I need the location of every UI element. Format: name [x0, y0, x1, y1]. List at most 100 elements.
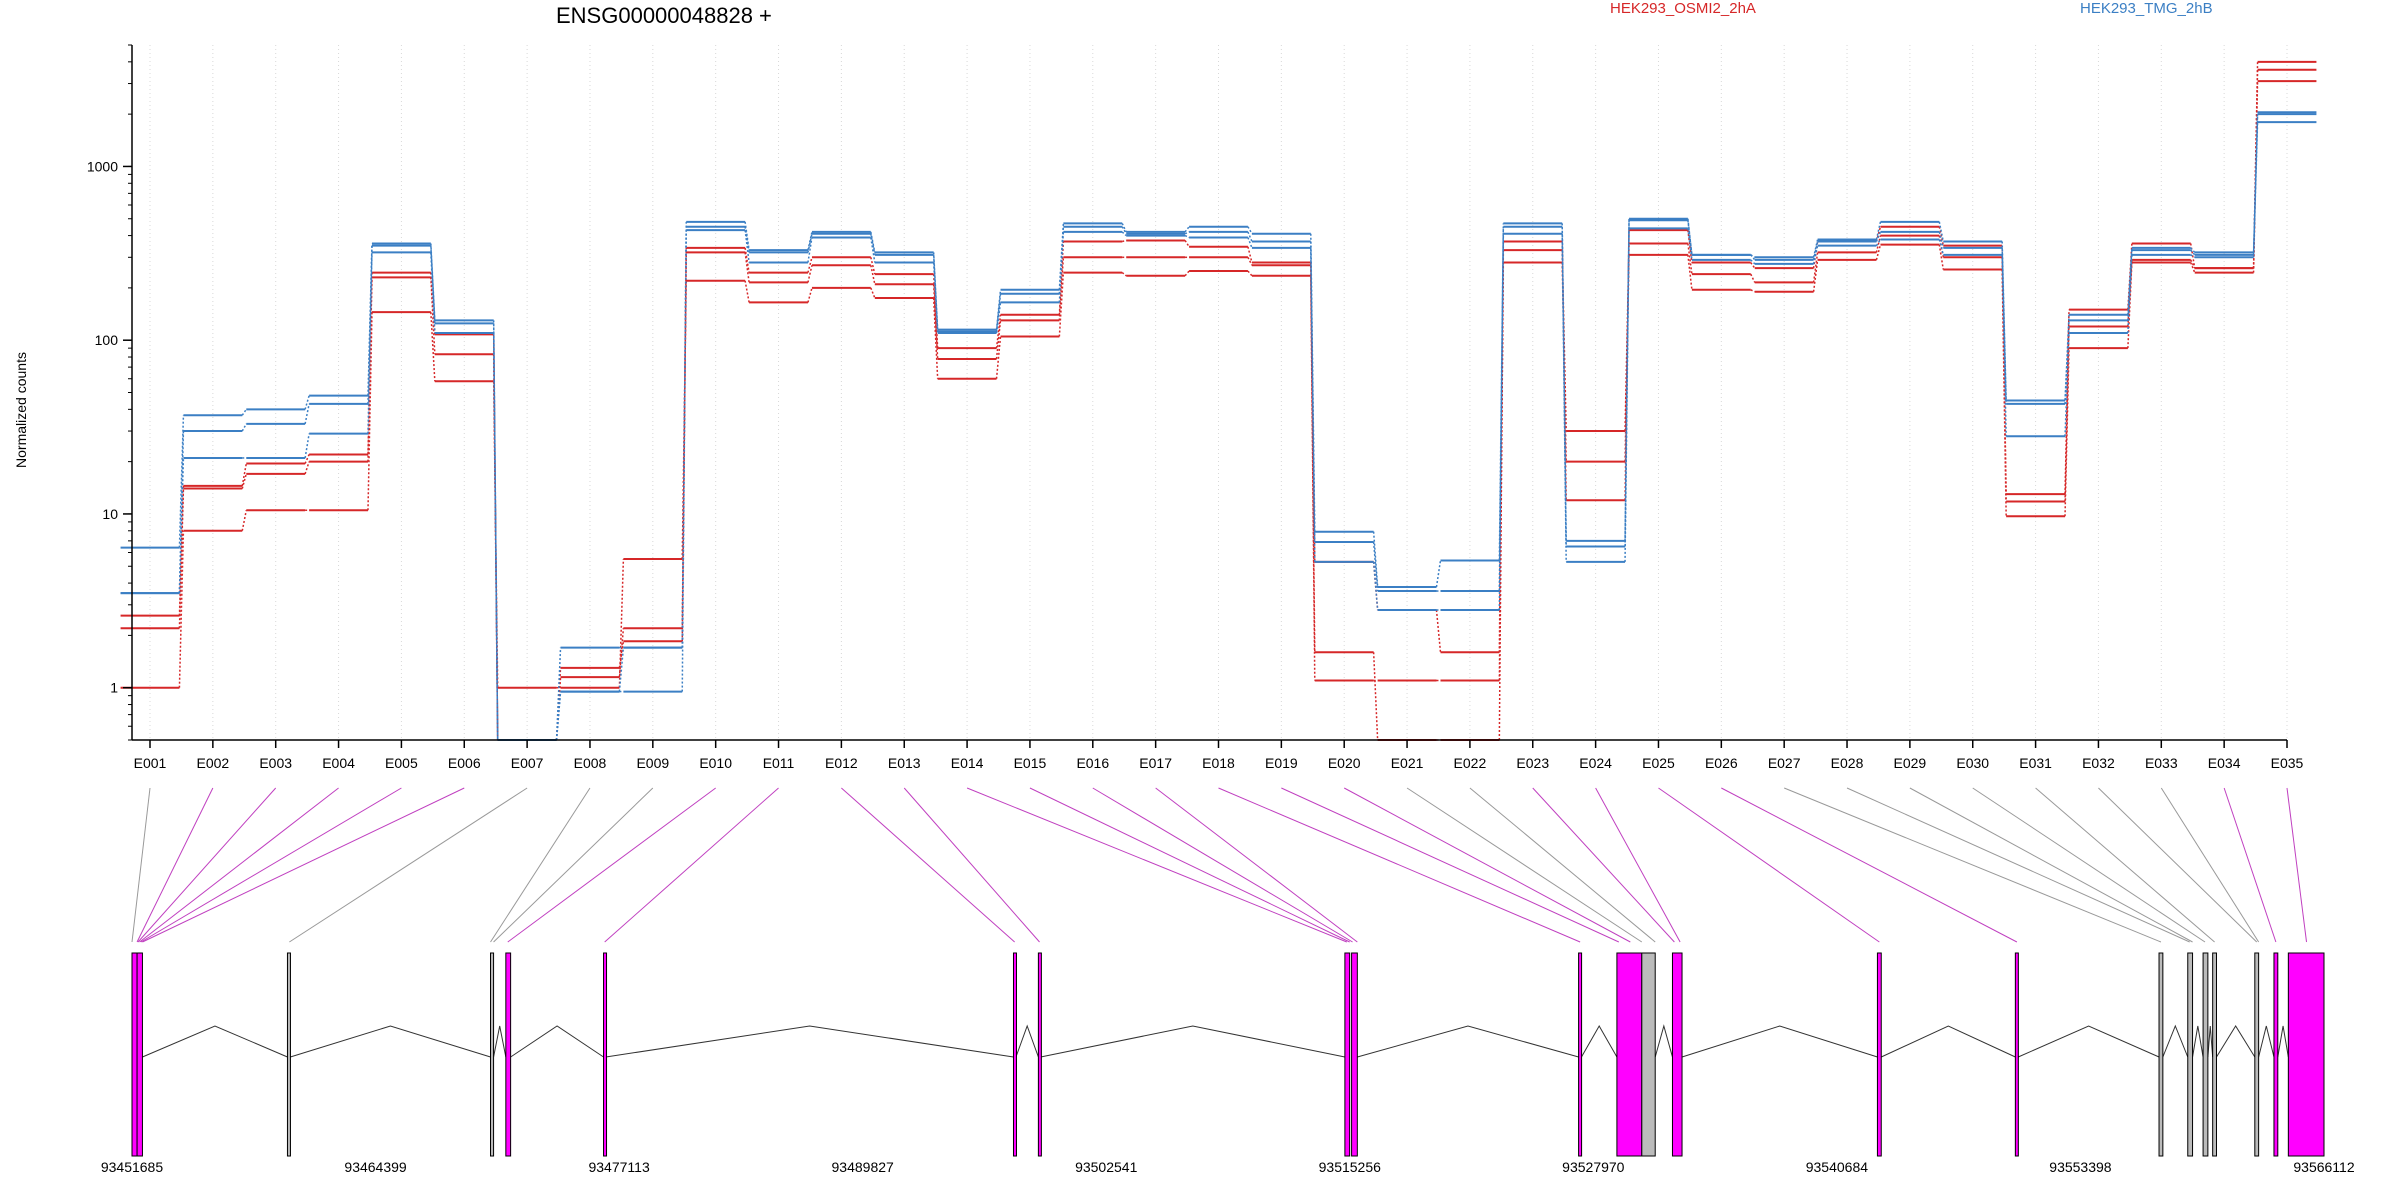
series-3-connector: [681, 247, 687, 642]
series-3-connector: [995, 314, 1002, 349]
series-6-connector: [1624, 218, 1630, 541]
exon-13: [1641, 952, 1656, 1157]
exon-4: [490, 952, 495, 1157]
exon-5: [505, 952, 512, 1157]
link-e020: [1343, 787, 1631, 943]
series-3-connector: [1184, 240, 1190, 248]
intron-6: [1015, 1024, 1039, 1058]
series-5-connector: [1687, 220, 1693, 255]
series-1-connector: [1058, 272, 1065, 337]
series-1-connector: [870, 287, 876, 299]
series-4-connector: [1938, 239, 1945, 256]
x-tick-label-e033: E033: [2145, 755, 2178, 771]
exon-8: [1037, 952, 1042, 1157]
intron-17: [2216, 1025, 2256, 1058]
link-e030: [1972, 787, 2206, 943]
series-4-connector: [870, 237, 876, 263]
series-6-connector: [2001, 241, 2007, 401]
coordinate-label-4: 93502541: [1075, 1159, 1138, 1175]
series-3-connector: [1750, 262, 1756, 269]
x-tick-label-e029: E029: [1894, 755, 1927, 771]
series-5-connector: [618, 647, 625, 692]
series-5-connector: [430, 245, 436, 324]
series-6-connector: [870, 231, 876, 253]
x-tick-label-e013: E013: [888, 755, 921, 771]
series-6-connector: [744, 221, 750, 251]
exon-6: [603, 952, 608, 1157]
intron-8: [1357, 1025, 1579, 1058]
series-5: [120, 113, 2317, 741]
series-1-connector: [2190, 262, 2196, 273]
link-e022: [1469, 787, 1656, 943]
x-tick-label-e005: E005: [385, 755, 418, 771]
series-3-connector: [1122, 239, 1127, 243]
link-e012: [841, 787, 1015, 943]
series-4-connector: [1121, 231, 1127, 237]
series-6-connector: [807, 231, 813, 251]
exon-15: [1876, 952, 1882, 1157]
series-5-connector: [1812, 241, 1819, 261]
series-2-connector: [2190, 259, 2196, 269]
series-4-connector: [1372, 561, 1379, 611]
link-e029: [1909, 787, 2193, 943]
link-e015: [1029, 787, 1350, 943]
series-2-connector: [1687, 243, 1693, 275]
coordinate-label-0: 93451685: [101, 1159, 164, 1175]
x-tick-label-e015: E015: [1014, 755, 1047, 771]
series-2-connector: [618, 628, 625, 678]
intron-13: [2018, 1025, 2160, 1058]
series-4-connector: [2190, 254, 2196, 258]
x-tick-label-e020: E020: [1328, 755, 1361, 771]
series-3-connector: [744, 247, 750, 273]
series-1-connector: [1121, 271, 1127, 277]
series-1-connector: [1247, 270, 1253, 277]
link-e011: [604, 787, 779, 943]
series-6: [120, 111, 2317, 741]
link-e002: [136, 787, 214, 943]
series-1-connector: [367, 312, 373, 511]
series-2-connector: [1875, 235, 1882, 253]
gene-model: [131, 952, 2325, 1157]
series-5-connector: [1875, 231, 1882, 242]
series-6-connector: [1184, 226, 1190, 233]
coordinate-label-2: 93477113: [588, 1159, 649, 1175]
exon-10: [1351, 952, 1358, 1157]
intron-18: [2258, 1025, 2275, 1058]
x-tick-label-e027: E027: [1768, 755, 1801, 771]
series-2-connector: [807, 265, 813, 283]
exon-7: [1012, 952, 1017, 1157]
series-3-connector: [807, 257, 813, 273]
x-tick-label-e002: E002: [197, 755, 230, 771]
series-5-connector: [1938, 231, 1945, 249]
series-2-connector: [241, 473, 248, 489]
series-5-connector: [1498, 226, 1505, 592]
series-3-connector: [2127, 243, 2133, 310]
exon-19: [2202, 952, 2209, 1157]
series-4-connector: [1812, 245, 1819, 265]
x-tick-label-e007: E007: [511, 755, 544, 771]
coordinate-label-1: 93464399: [344, 1159, 407, 1175]
series-3-connector: [1247, 246, 1253, 263]
link-e006: [142, 787, 465, 943]
series-3-connector: [1875, 226, 1882, 242]
intron-10: [1654, 1024, 1673, 1058]
series-3-connector: [304, 454, 310, 464]
series-3-connector: [870, 257, 876, 275]
series-6-connector: [1058, 223, 1065, 290]
series-5-connector: [807, 233, 813, 253]
series-6-connector: [1750, 254, 1756, 258]
series-6-connector: [1121, 223, 1127, 233]
x-tick-label-e032: E032: [2082, 755, 2115, 771]
link-e025: [1658, 787, 1880, 943]
series-6-connector: [555, 647, 562, 741]
link-e033: [2160, 787, 2260, 943]
series-6-connector: [367, 243, 373, 396]
coordinate-label-7: 93540684: [1806, 1159, 1869, 1175]
series-4: [120, 121, 2317, 741]
series-6-connector: [1938, 221, 1945, 242]
vertical-grid: [149, 45, 2288, 740]
intron-19: [2277, 1025, 2289, 1058]
series-4-connector: [1687, 228, 1693, 260]
series-4-connector: [1184, 234, 1190, 239]
series-2-connector: [870, 265, 876, 285]
